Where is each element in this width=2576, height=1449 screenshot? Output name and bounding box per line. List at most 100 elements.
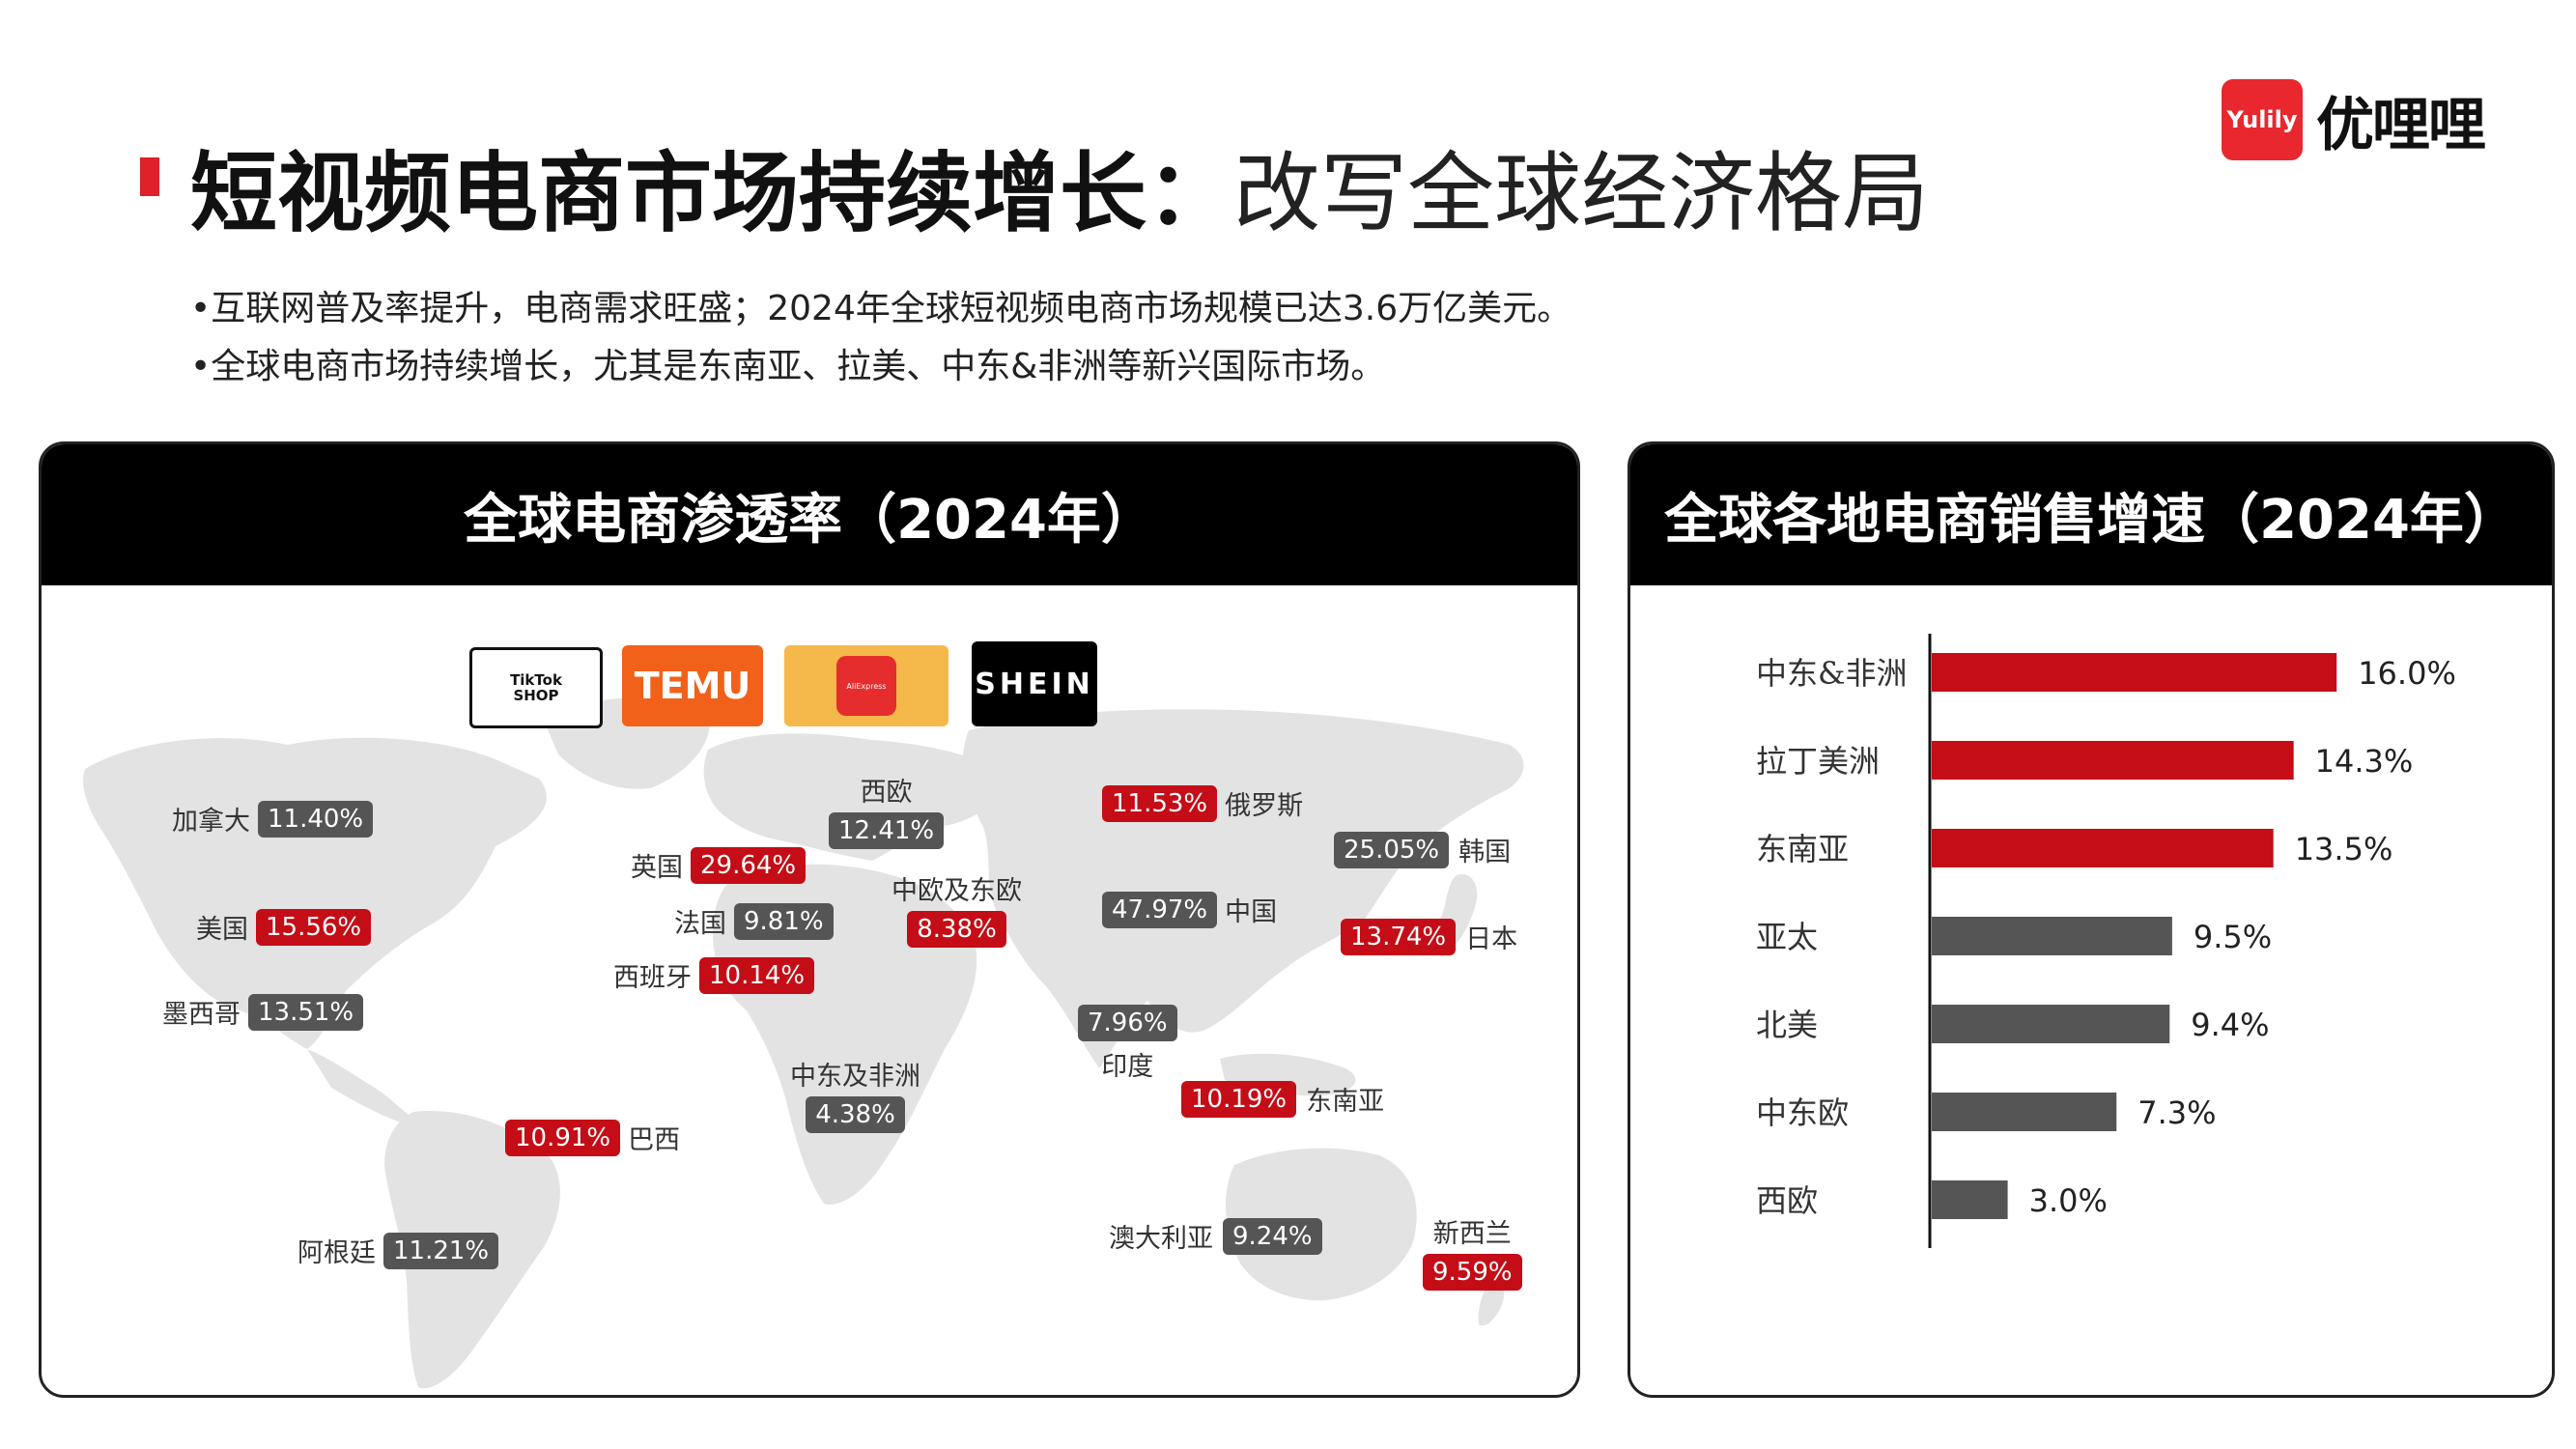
region-canada: 加拿大 11.40% (172, 800, 374, 838)
bar (1932, 829, 2274, 867)
region-value: 10.14% (699, 956, 815, 994)
category-label: 东南亚 (1756, 831, 1849, 867)
region-brazil: 10.91% 巴西 (505, 1119, 680, 1156)
region-western-europe: 西欧 12.41% (829, 771, 945, 849)
aliexpress-logo: AliExpress (784, 645, 948, 726)
region-value: 11.53% (1102, 784, 1218, 822)
region-name: 中欧及东欧 (892, 876, 1022, 906)
region-name: 印度 (1101, 1052, 1154, 1082)
region-value: 4.38% (806, 1096, 905, 1133)
shein-logo: SHEIN (972, 641, 1097, 726)
region-mexico: 墨西哥 13.51% (162, 993, 364, 1031)
region-middle-east-africa: 中东及非洲 4.38% (790, 1055, 920, 1133)
region-value: 10.19% (1181, 1080, 1297, 1118)
page-title: 短视频电商市场持续增长：改写全球经济格局 (190, 135, 1929, 252)
title-bold: 短视频电商市场持续增长： (190, 142, 1233, 244)
region-central-eastern-europe: 中欧及东欧 8.38% (892, 869, 1022, 948)
region-value: 10.91% (505, 1119, 621, 1156)
bar (1932, 1005, 2170, 1043)
map-north-america (83, 737, 547, 1049)
map-central-america (307, 1049, 409, 1122)
region-value: 7.96% (1078, 1005, 1177, 1041)
region-name: 西班牙 (613, 963, 692, 993)
bar-value-label: 7.3% (2137, 1094, 2216, 1131)
region-usa: 美国 15.56% (196, 908, 372, 946)
temu-logo: TEMU (622, 645, 763, 726)
category-label: 中东欧 (1756, 1094, 1849, 1131)
region-russia: 11.53% 俄罗斯 (1102, 784, 1303, 822)
region-value: 29.64% (691, 846, 807, 884)
temu-text: TEMU (634, 665, 751, 707)
bar (1932, 1093, 2117, 1131)
bar-value-label: 14.3% (2315, 743, 2414, 780)
bar (1932, 1180, 2008, 1219)
bullet-1: •互联网普及率提升，电商需求旺盛；2024年全球短视频电商市场规模已达3.6万亿… (190, 289, 1572, 328)
region-argentina: 阿根廷 11.21% (297, 1232, 499, 1269)
bullet-2: •全球电商市场持续增长，尤其是东南亚、拉美、中东&非洲等新兴国际市场。 (190, 347, 1386, 386)
region-name: 东南亚 (1306, 1087, 1385, 1117)
region-name: 中东及非洲 (790, 1062, 920, 1092)
region-new-zealand: 新西兰 9.59% (1423, 1212, 1522, 1291)
region-name: 墨西哥 (162, 1000, 241, 1030)
tiktok-shop-text: TikTok SHOP (510, 671, 562, 704)
sales-growth-panel: 全球各地电商销售增速（2024年） 中东&非洲 16.0% 拉丁美洲 14.3% 东南亚… (1628, 441, 2555, 1398)
region-france: 法国 9.81% (674, 902, 834, 940)
sales-growth-bar-chart: 中东&非洲 16.0% 拉丁美洲 14.3% 东南亚 13.5% 亚太 9.5% 北美 9.4% 中… (1756, 634, 2456, 1248)
logo-mark: Yulily (2222, 79, 2303, 160)
category-label: 西欧 (1756, 1182, 1818, 1219)
region-value: 25.05% (1334, 831, 1450, 868)
bar (1932, 741, 2294, 780)
region-name: 加拿大 (172, 807, 250, 837)
brand-logo: Yulily 优哩哩 (2222, 79, 2486, 160)
logo-text: 优哩哩 (2316, 91, 2486, 159)
region-china: 47.97% 中国 (1102, 891, 1277, 928)
region-name: 英国 (631, 853, 683, 883)
region-india: 7.96% 印度 (1078, 1005, 1177, 1087)
map-panel-title: 全球电商渗透率（2024年） (42, 444, 1577, 585)
region-name: 新西兰 (1432, 1219, 1512, 1249)
region-value: 9.81% (734, 902, 834, 940)
bar-value-label: 3.0% (2029, 1182, 2108, 1219)
region-value: 15.56% (256, 908, 372, 946)
category-label: 北美 (1756, 1007, 1818, 1043)
region-value: 13.51% (248, 993, 364, 1031)
region-value: 12.41% (829, 812, 945, 849)
region-southeast-asia: 10.19% 东南亚 (1181, 1080, 1384, 1118)
bar (1932, 917, 2172, 955)
region-name: 俄罗斯 (1225, 791, 1304, 821)
region-name: 阿根廷 (297, 1238, 376, 1268)
region-value: 9.24% (1223, 1217, 1322, 1255)
region-value: 47.97% (1102, 891, 1218, 928)
bar-value-label: 9.5% (2194, 919, 2272, 955)
region-name: 韩国 (1458, 838, 1512, 867)
category-label: 拉丁美洲 (1756, 743, 1880, 780)
region-spain: 西班牙 10.14% (613, 956, 815, 994)
region-value: 11.21% (383, 1232, 499, 1269)
map-new-zealand (1478, 1279, 1505, 1326)
region-value: 9.59% (1423, 1254, 1522, 1291)
region-value: 13.74% (1341, 918, 1457, 955)
map-africa (713, 864, 977, 1205)
tiktok-shop-logo: TikTok SHOP (469, 647, 603, 728)
region-name: 美国 (196, 915, 248, 945)
chart-title: 全球各地电商销售增速（2024年） (1630, 444, 2552, 585)
aliexpress-icon: AliExpress (836, 656, 896, 716)
bar-value-label: 9.4% (2191, 1007, 2269, 1043)
region-name: 法国 (674, 909, 726, 939)
shein-text: SHEIN (975, 667, 1094, 701)
region-name: 西欧 (860, 778, 913, 808)
title-accent-bar (140, 157, 159, 196)
region-name: 巴西 (628, 1125, 681, 1155)
bar-value-label: 16.0% (2358, 655, 2456, 692)
region-australia: 澳大利亚 9.24% (1109, 1217, 1322, 1255)
region-value: 8.38% (907, 911, 1006, 948)
penetration-map-panel: 全球电商渗透率（2024年） Tik (39, 441, 1580, 1398)
region-korea: 25.05% 韩国 (1334, 831, 1511, 868)
region-name: 日本 (1465, 924, 1518, 954)
region-value: 11.40% (258, 800, 374, 838)
bar (1932, 653, 2337, 692)
region-name: 澳大利亚 (1109, 1224, 1213, 1254)
title-rest: 改写全球经济格局 (1233, 143, 1929, 244)
region-name: 中国 (1225, 897, 1278, 927)
category-label: 亚太 (1756, 919, 1818, 955)
